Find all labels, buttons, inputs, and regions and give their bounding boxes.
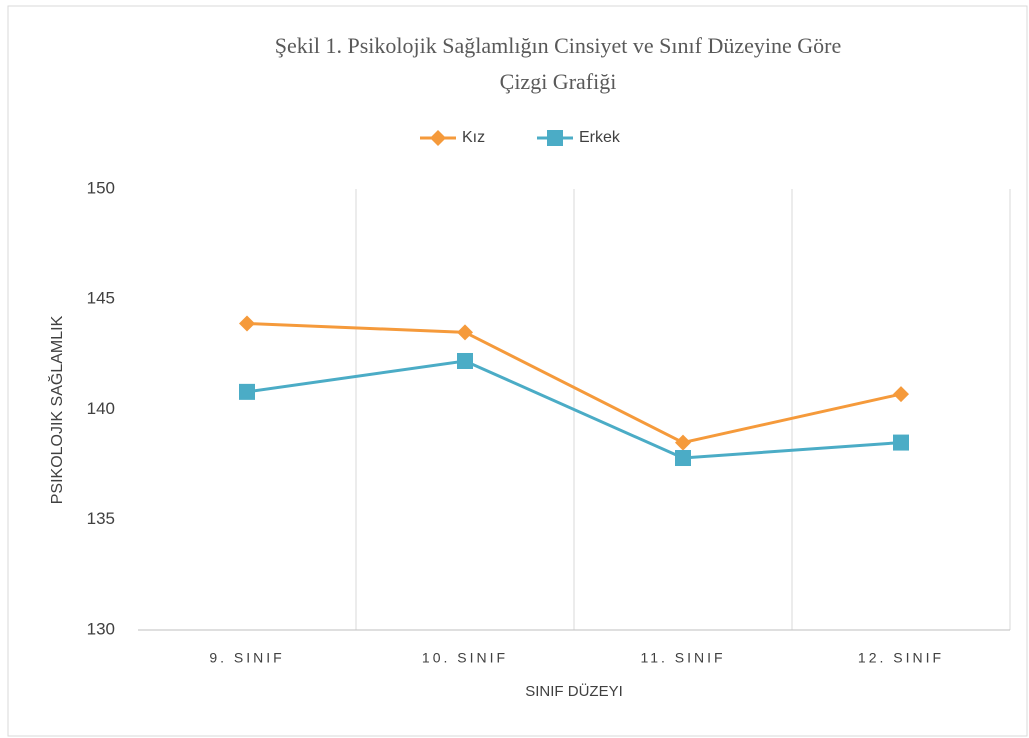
point-marker bbox=[239, 383, 255, 400]
y-tick-label: 150 bbox=[87, 178, 115, 197]
x-tick-label: 9. SINIF bbox=[209, 650, 284, 666]
chart-title: Çizgi Grafiği bbox=[500, 69, 617, 94]
y-tick-label: 140 bbox=[87, 399, 115, 418]
y-tick-label: 130 bbox=[87, 619, 115, 638]
point-marker bbox=[675, 434, 691, 451]
point-marker bbox=[457, 324, 473, 341]
x-tick-label: 11. SINIF bbox=[640, 650, 725, 666]
legend-label: Erkek bbox=[579, 129, 621, 146]
legend-label: Kız bbox=[462, 129, 485, 146]
x-tick-label: 12. SINIF bbox=[858, 650, 944, 666]
chart-frame bbox=[7, 5, 1028, 737]
point-marker bbox=[547, 130, 563, 146]
y-tick-label: 135 bbox=[87, 509, 115, 528]
series-line bbox=[246, 359, 902, 460]
point-marker bbox=[430, 130, 446, 146]
point-marker bbox=[675, 450, 691, 467]
chart-title: Şekil 1. Psikolojik Sağlamlığın Cinsiyet… bbox=[275, 33, 841, 58]
point-marker bbox=[893, 386, 909, 403]
x-axis-label: SINIF DÜZEYI bbox=[525, 682, 623, 700]
point-marker bbox=[893, 434, 909, 451]
series-line bbox=[246, 322, 902, 445]
point-marker bbox=[457, 352, 473, 369]
point-marker bbox=[239, 315, 255, 332]
x-tick-label: 10. SINIF bbox=[422, 650, 508, 666]
y-axis-label: PSIKOLOJIK SAĞLAMLIK bbox=[47, 315, 66, 504]
y-tick-label: 145 bbox=[87, 289, 115, 308]
